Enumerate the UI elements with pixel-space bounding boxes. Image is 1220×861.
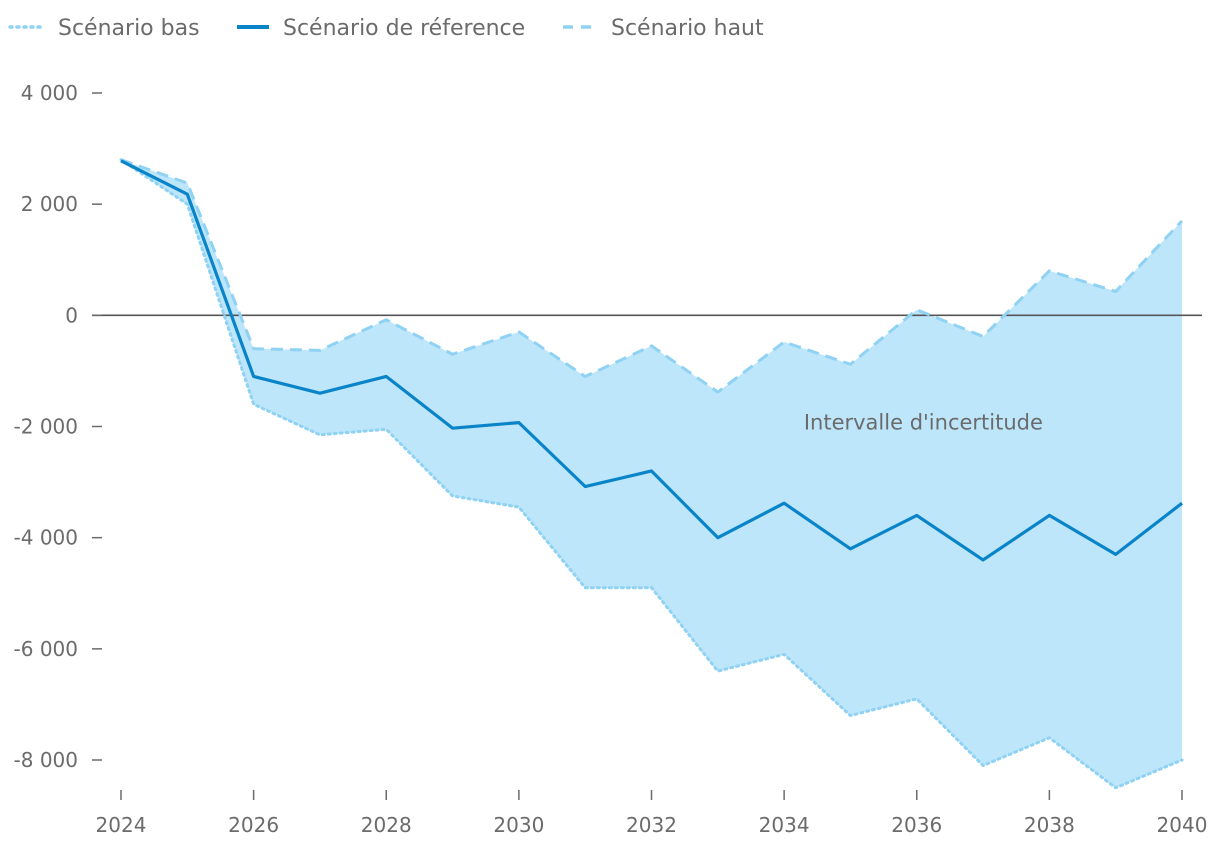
y-tick-label: -6 000 [14,637,78,661]
series-line-low [119,158,1184,790]
legend-item-high: Scénario haut [563,16,764,41]
legend-item-reference: Scénario de réference [237,16,525,41]
x-tick-label: 2030 [493,813,544,837]
legend-label: Scénario bas [58,16,200,41]
x-tick-label: 2024 [96,813,147,837]
uncertainty-band [121,159,1182,788]
y-tick-label: -2 000 [14,415,78,439]
y-tick-label: -8 000 [14,748,78,772]
axis-layer: 4 000 2 000 0 -2 000 -4 000 -6 000 -8 000 2024 2… [14,81,1208,837]
legend-label: Scénario haut [611,16,764,41]
x-tick-label: 2032 [626,813,677,837]
legend-label: Scénario de réference [283,16,525,41]
legend: Scénario bas Scénario de réference Scénari… [8,16,764,41]
series-line-reference [120,159,1183,562]
x-tick-label: 2028 [361,813,412,837]
x-tick-label: 2040 [1157,813,1208,837]
legend-item-low: Scénario bas [8,16,200,41]
annotation-layer: Intervalle d'incertitude [804,410,1043,434]
series-layer [119,158,1184,790]
band-annotation: Intervalle d'incertitude [804,410,1043,434]
uncertainty-band-layer [121,159,1182,788]
series-line-high [120,158,1184,394]
y-tick-label: -4 000 [14,526,78,550]
x-tick-label: 2034 [759,813,810,837]
y-tick-label: 0 [65,303,78,327]
x-tick-label: 2036 [891,813,942,837]
y-tick-label: 4 000 [21,81,78,105]
x-tick-label: 2038 [1024,813,1075,837]
y-tick-label: 2 000 [21,192,78,216]
x-tick-label: 2026 [228,813,279,837]
